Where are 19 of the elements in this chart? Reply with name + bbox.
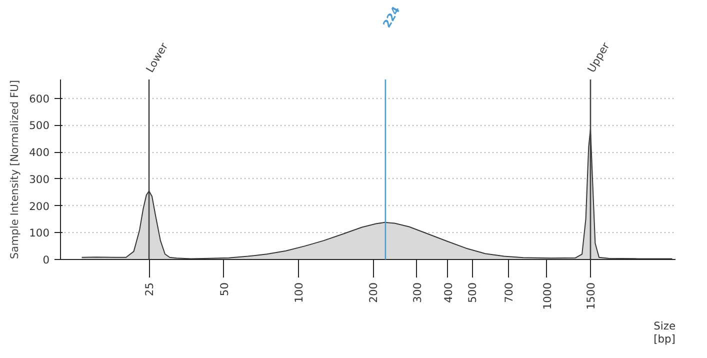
x-tick-label: 1000: [540, 282, 554, 310]
x-tick-label: 50: [218, 282, 231, 296]
x-tick-label: 1500: [584, 282, 598, 310]
y-tick-label: 400: [29, 146, 50, 160]
x-axis-title: Size [bp]: [654, 320, 676, 346]
y-tick-label: 300: [29, 172, 50, 186]
x-tick-label: 700: [502, 282, 516, 303]
y-axis-title: Sample Intensity [Normalized FU]: [8, 80, 22, 260]
y-tick-label: 100: [29, 226, 50, 240]
y-tick-label: 600: [29, 92, 50, 106]
x-tick-label: 100: [292, 282, 306, 303]
x-tick-label: 500: [466, 282, 480, 303]
y-tick-label: 200: [29, 200, 50, 213]
x-tick-label: 400: [442, 282, 455, 303]
x-tick-label: 200: [367, 282, 380, 303]
y-tick-label: 0: [42, 254, 50, 266]
x-tick-label: 300: [410, 282, 424, 303]
x-tick-label: 25: [143, 282, 156, 296]
y-tick-label: 500: [29, 119, 50, 132]
